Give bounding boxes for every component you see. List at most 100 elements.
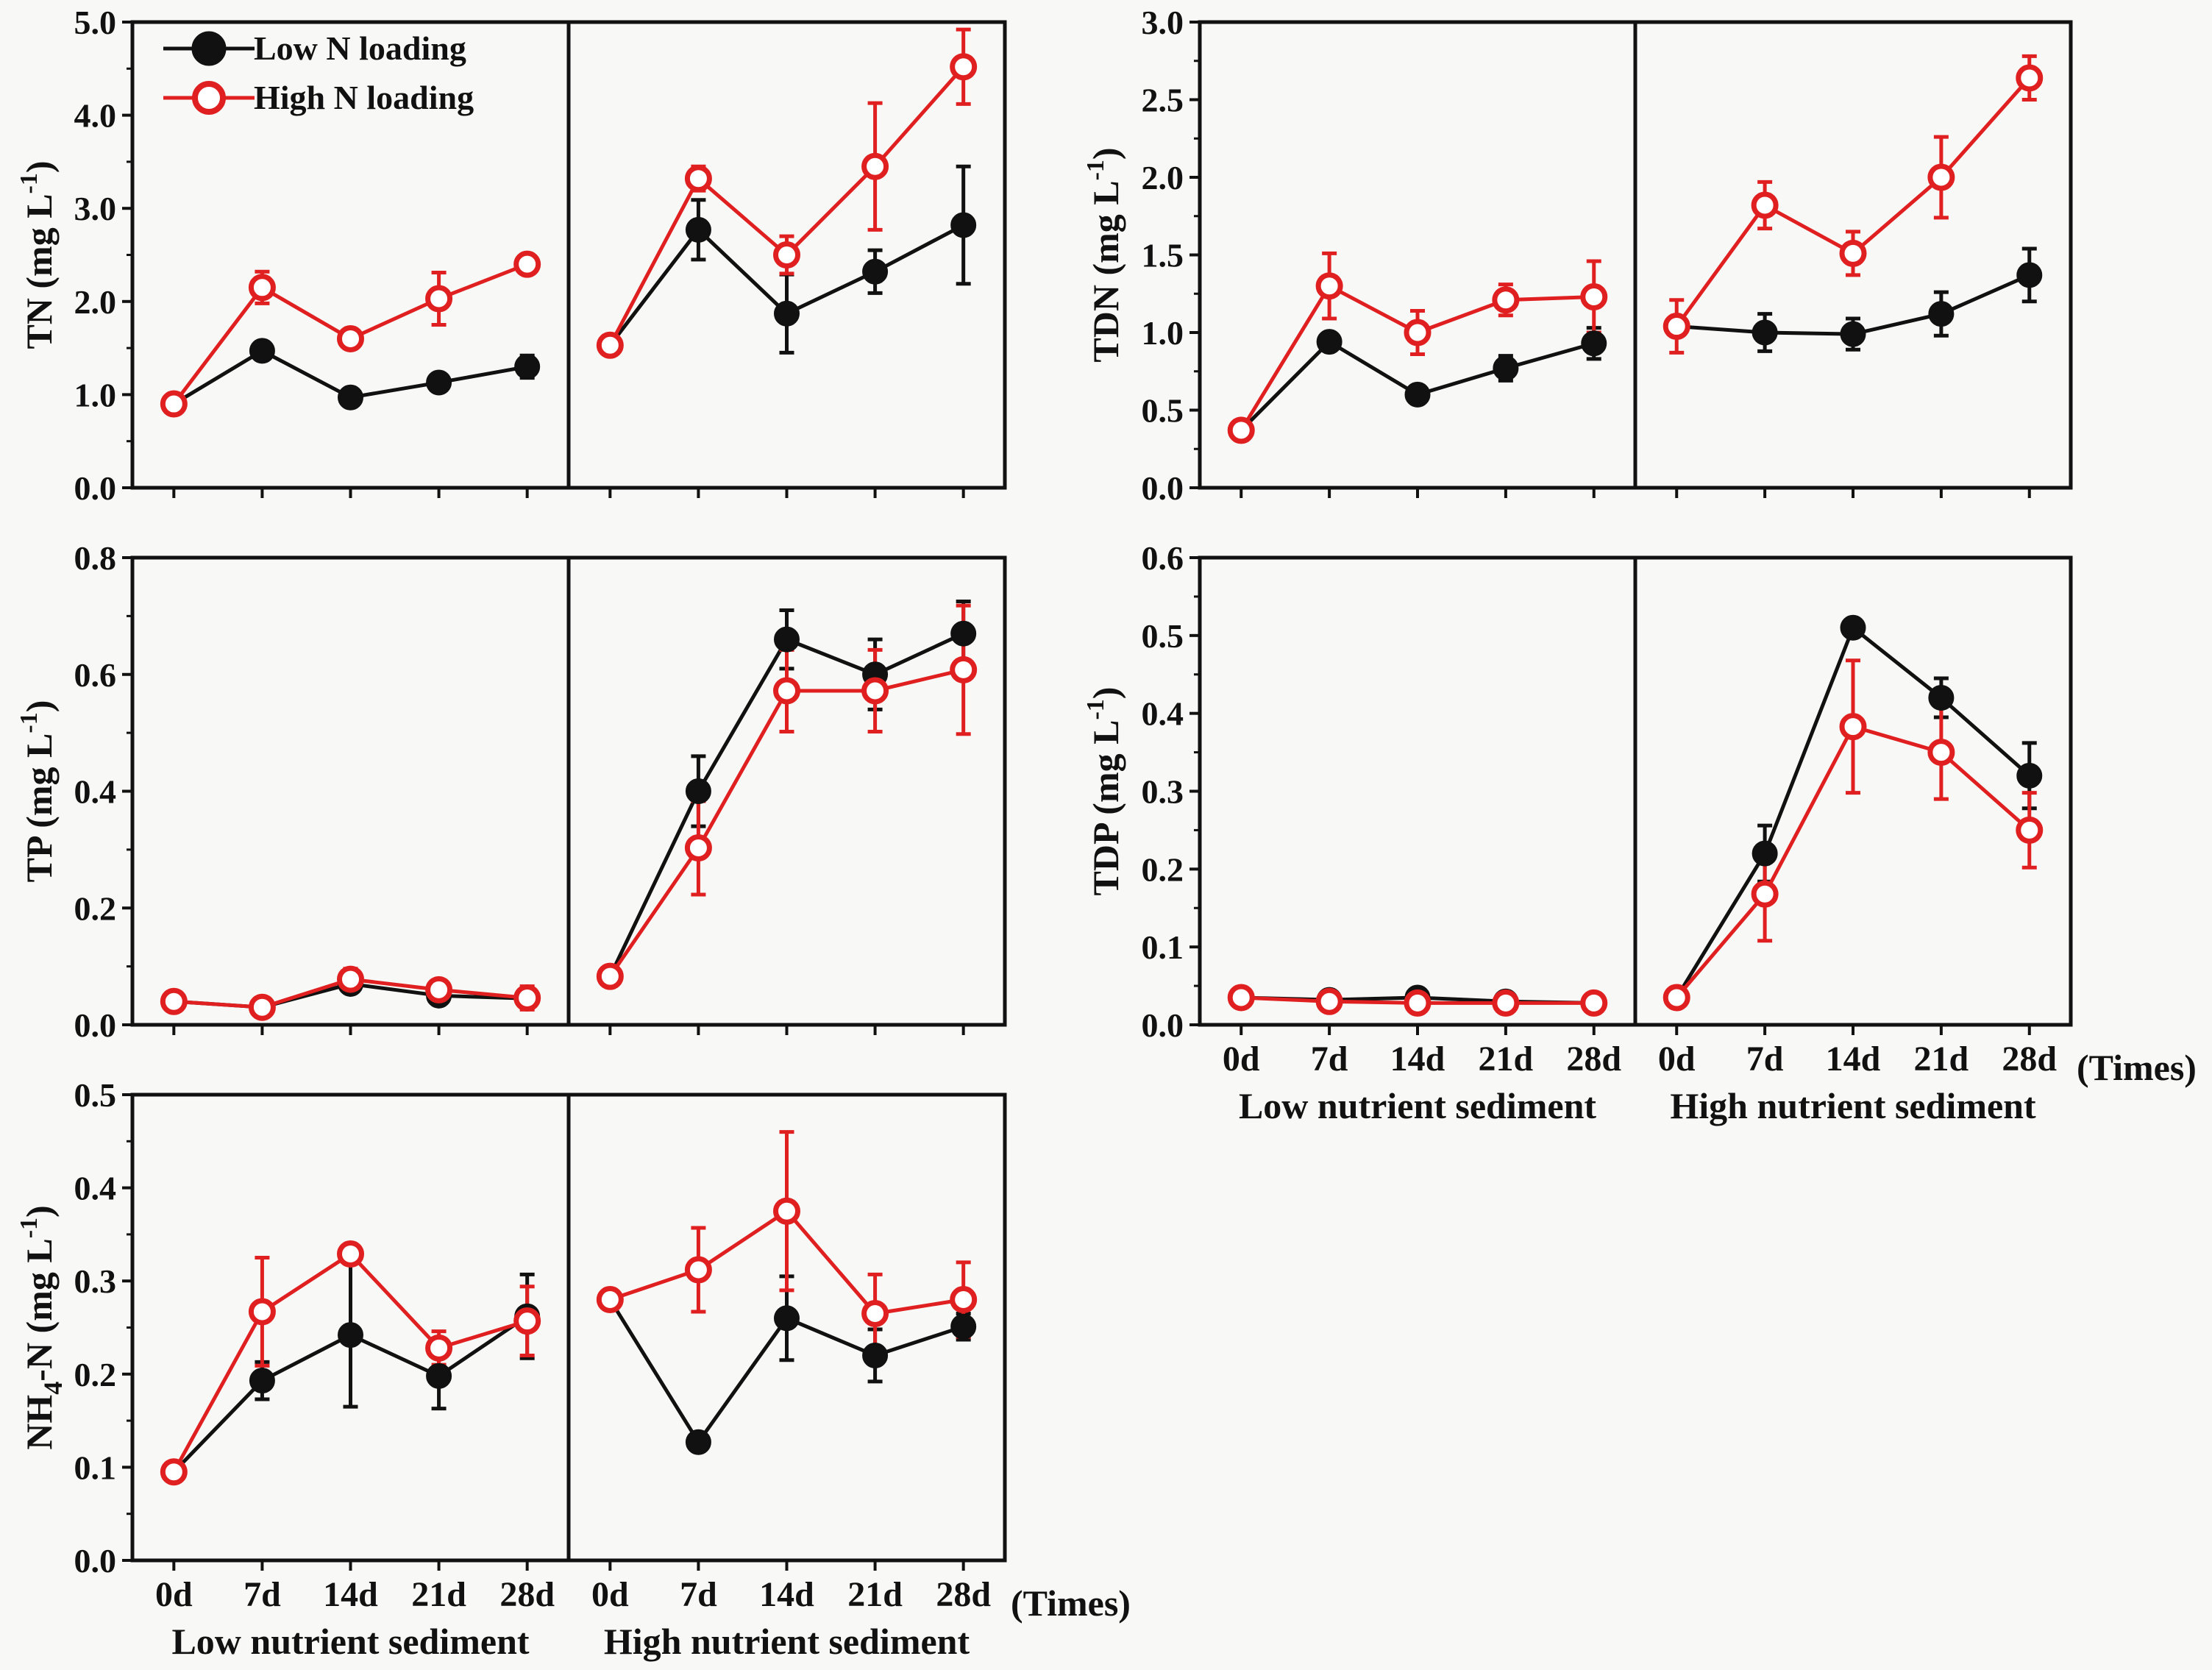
x-tick-label: 7d xyxy=(1746,1040,1784,1079)
high-n-point xyxy=(425,1334,453,1362)
x-tick-label: 28d xyxy=(2002,1040,2057,1079)
panel-tp: 0.0 0.2 0.4 0.6 0.8 TP (mg L-1) xyxy=(15,539,1007,1044)
low-n-point xyxy=(2016,262,2043,288)
high-n-point xyxy=(160,987,188,1015)
low-n-point xyxy=(685,1429,711,1455)
y-tick-label: 4.0 xyxy=(74,97,117,135)
y-tick-label: 0.8 xyxy=(74,539,117,577)
x-tick-label: 28d xyxy=(1566,1040,1621,1079)
y-tick-label: 0.4 xyxy=(74,1170,117,1207)
x-tick-label: 0d xyxy=(591,1575,629,1614)
y-axis-label-sup: -1 xyxy=(1082,699,1109,719)
y-tick-label: 0.1 xyxy=(1142,928,1184,966)
low-n-point xyxy=(1840,321,1866,347)
y-tick-label: 1.0 xyxy=(74,376,117,413)
group-label: Low nutrient sediment xyxy=(1239,1085,1596,1126)
panel-tdn: 0.0 0.5 1.0 1.5 2.0 2.5 3.0 TDN (mg L-1) xyxy=(1082,4,2073,507)
high-n-point xyxy=(1580,283,1608,310)
low-n-point xyxy=(2016,762,2043,789)
x-tick-label: 7d xyxy=(243,1575,281,1614)
y-axis-label: TDP (mg L-1) xyxy=(1082,687,1126,896)
low-n-point xyxy=(338,1322,363,1349)
low-n-point xyxy=(685,216,711,243)
y-axis-label-main: NH xyxy=(18,1395,60,1450)
y-axis-label-main: TDP (mg L xyxy=(1085,720,1126,896)
y-tick-label: 5.0 xyxy=(74,4,117,41)
high-n-point xyxy=(248,274,276,302)
high-n-point xyxy=(425,976,453,1003)
high-n-point xyxy=(684,834,712,861)
y-tick-label: 0.0 xyxy=(74,1006,117,1044)
y-tick-label: 0.4 xyxy=(1142,695,1184,733)
low-n-point xyxy=(1928,301,1955,327)
low-n-point xyxy=(426,369,452,396)
high-n-point xyxy=(596,1286,624,1314)
low-n-point xyxy=(950,1313,977,1340)
high-n-point xyxy=(1662,984,1690,1012)
high-n-point xyxy=(773,241,800,269)
high-n-point xyxy=(2016,64,2044,92)
low-n-point xyxy=(774,1305,800,1332)
high-n-point xyxy=(596,962,624,990)
y-tick-label: 1.5 xyxy=(1142,237,1184,274)
high-n-point xyxy=(1315,987,1343,1015)
panel-tdp: 0.0 0.1 0.2 0.3 0.4 0.5 0.6 TDP (mg L-1) 0d 7d 14d… xyxy=(1082,539,2197,1126)
high-n-point xyxy=(1404,319,1432,347)
y-tick-label: 0.1 xyxy=(74,1449,117,1486)
high-n-point xyxy=(1492,286,1520,314)
low-n-point xyxy=(249,1368,275,1394)
y-tick-label: 0.4 xyxy=(74,773,117,811)
high-n-point xyxy=(861,1300,889,1328)
y-tick-label: 0.5 xyxy=(1142,392,1184,430)
x-tick-label: 14d xyxy=(323,1575,378,1614)
low-n-point xyxy=(950,620,977,647)
high-n-point xyxy=(513,1307,541,1335)
y-axis-label-end: ) xyxy=(1085,147,1126,160)
high-n-point xyxy=(1404,989,1432,1017)
low-n-point xyxy=(1840,614,1866,641)
high-n-point xyxy=(1227,984,1255,1012)
high-n-point xyxy=(248,1298,276,1326)
y-tick-label: 2.0 xyxy=(74,283,117,321)
low-n-point xyxy=(1316,329,1343,355)
legend-low-marker xyxy=(191,31,227,66)
high-n-point xyxy=(248,993,276,1021)
y-axis-label-main: TN (mg L xyxy=(18,193,60,349)
y-tick-label: 0.0 xyxy=(1142,1006,1184,1044)
y-axis-label: TN (mg L-1) xyxy=(15,160,60,349)
high-n-point xyxy=(684,165,712,193)
low-n-point xyxy=(338,384,363,411)
y-axis-label-end: ) xyxy=(1085,687,1126,700)
low-n-point xyxy=(1928,685,1955,711)
y-tick-label: 0.2 xyxy=(1142,850,1184,888)
panel-tn: 0.0 1.0 2.0 3.0 4.0 5.0 TN (mg L-1) xyxy=(15,4,1007,507)
x-tick-label: 28d xyxy=(499,1575,555,1614)
legend-high-label: High N loading xyxy=(254,79,474,116)
low-n-point xyxy=(1752,319,1778,346)
high-n-point xyxy=(1492,989,1520,1017)
low-n-point xyxy=(249,338,275,364)
y-tick-label: 0.3 xyxy=(74,1262,117,1300)
high-n-point xyxy=(337,324,364,352)
y-axis-label-mid: -N (mg L xyxy=(18,1238,60,1381)
y-axis-label: TP (mg L-1) xyxy=(15,700,60,883)
y-axis-label-end: ) xyxy=(18,700,60,713)
x-tick-label: 14d xyxy=(1390,1040,1445,1079)
high-n-point xyxy=(950,1286,978,1314)
high-n-point xyxy=(861,677,889,705)
legend-high-marker xyxy=(192,81,226,115)
high-n-point xyxy=(1315,272,1343,300)
high-n-point xyxy=(1580,989,1608,1017)
high-n-series-line xyxy=(1675,77,2031,328)
high-n-point xyxy=(1751,191,1779,219)
high-n-point xyxy=(513,250,541,278)
low-n-point xyxy=(774,300,800,327)
y-axis-label-sup: -1 xyxy=(15,1218,43,1238)
high-n-point xyxy=(425,285,453,313)
x-tick-label: 21d xyxy=(411,1575,466,1614)
high-n-point xyxy=(513,984,541,1012)
low-n-point xyxy=(950,212,977,238)
y-tick-label: 0.0 xyxy=(74,1542,117,1580)
panel-nh4: 0.0 0.1 0.2 0.3 0.4 0.5 NH4-N (mg L-1) 0d 7d 14d 2… xyxy=(15,1076,1131,1662)
y-tick-label: 0.5 xyxy=(74,1076,117,1114)
